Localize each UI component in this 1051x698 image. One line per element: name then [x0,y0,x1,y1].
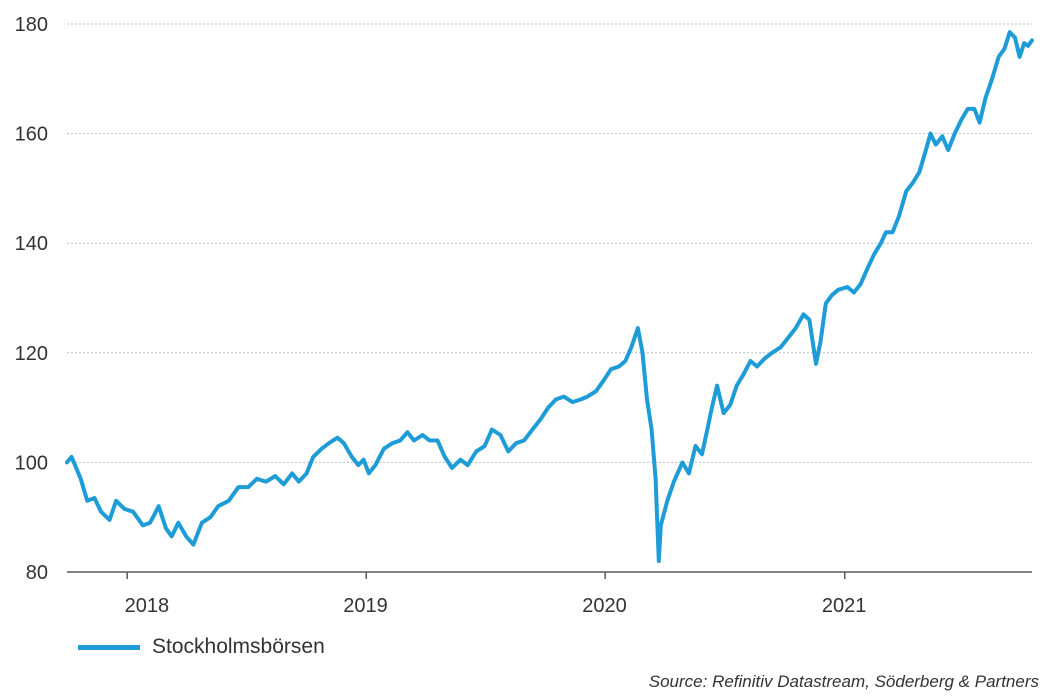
y-tick-label-100: 100 [15,452,48,474]
legend: Stockholmsbörsen [78,632,325,662]
x-axis: 2018 2019 2020 2021 [67,571,1032,617]
y-tick-label-80: 80 [26,562,48,584]
legend-swatch-stockholmsborsen [78,644,140,650]
y-tick-label-140: 140 [15,233,48,255]
y-tick-label-120: 120 [15,343,48,365]
y-tick-label-180: 180 [15,14,48,36]
legend-label: Stockholmsbörsen [152,635,325,658]
y-axis: 80 100 120 140 160 180 [15,14,48,584]
source-note: Source: Refinitiv Datastream, Söderberg … [648,672,1039,691]
stock-index-line-chart: 80 100 120 140 160 180 2018 2019 2020 2021 [15,14,1034,617]
x-tick-label-2019: 2019 [343,595,388,617]
y-tick-label-160: 160 [15,124,48,146]
x-tick-label-2018: 2018 [125,595,170,617]
series-line-0 [65,30,1034,563]
x-tick-label-2021: 2021 [822,595,867,617]
horizontal-gridlines [67,23,1032,573]
x-tick-label-2020: 2020 [582,595,627,617]
series-layer [65,30,1034,563]
